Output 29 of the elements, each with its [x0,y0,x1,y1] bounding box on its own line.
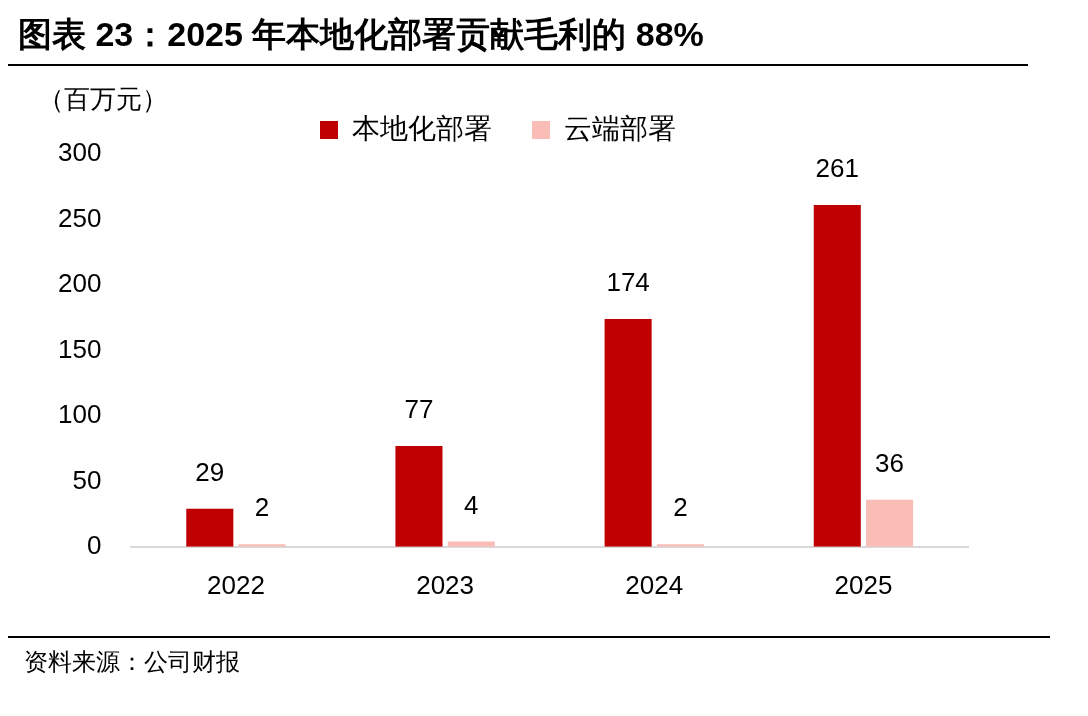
y-tick-label: 150 [57,333,102,364]
x-tick-label: 2022 [207,569,265,600]
y-tick-label: 300 [57,137,102,168]
legend-label: 本地化部署 [352,112,492,144]
data-label: 2 [673,492,688,523]
y-tick-label: 250 [57,202,102,233]
bar [604,318,652,547]
x-tick-label: 2025 [834,569,893,600]
y-tick-label: 100 [57,399,102,430]
data-label: 2 [254,492,270,523]
bar [813,205,861,547]
y-tick-label: 0 [86,529,102,560]
y-tick-label: 200 [57,268,102,299]
data-label: 261 [815,153,859,184]
data-label: 77 [404,394,434,425]
y-tick-label: 50 [72,464,102,495]
x-tick-label: 2024 [625,569,684,600]
chart-title: 图表 23：2025 年本地化部署贡献毛利的 88% [8,8,1028,66]
bar [186,508,234,547]
text: 资料来源：公司财报 [24,647,241,677]
data-label: 4 [464,489,479,520]
data-label: 36 [875,447,905,478]
bar [395,445,443,547]
x-tick-label: 2023 [416,569,475,600]
legend-label: 云端部署 [564,112,676,144]
bar [866,499,914,547]
y-axis-title: （百万元） [38,83,168,116]
data-label: 29 [195,457,225,487]
data-label: 174 [606,267,650,298]
